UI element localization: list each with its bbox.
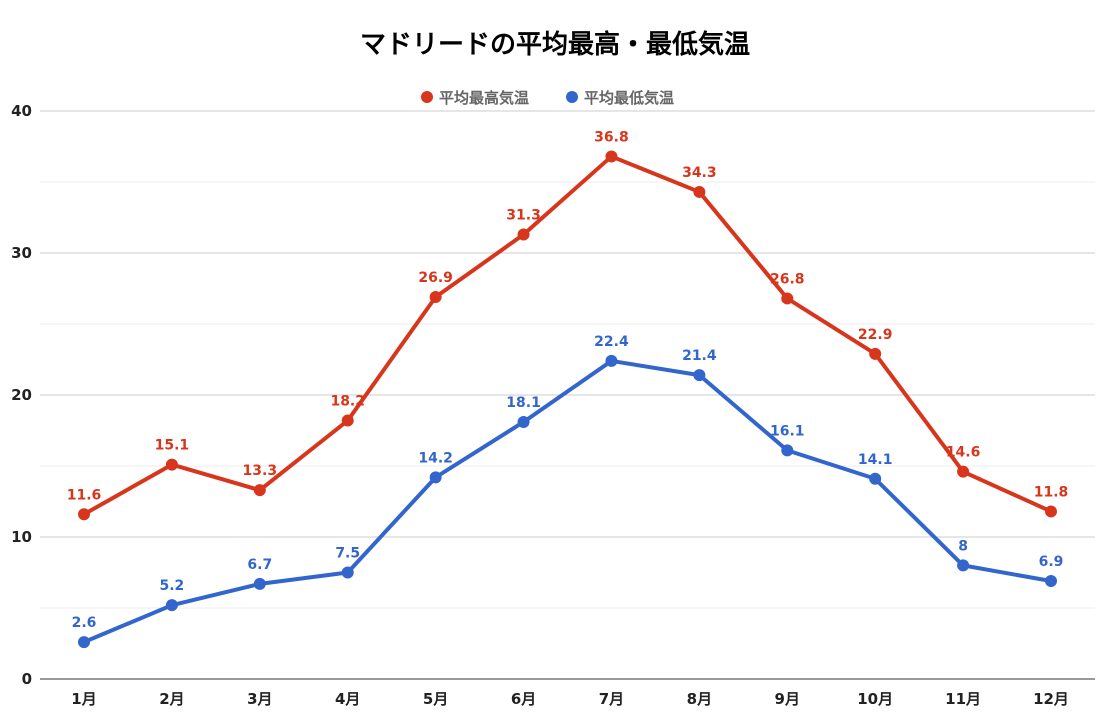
legend: 平均最高気温 平均最低気温 bbox=[421, 89, 674, 107]
data-label: 34.3 bbox=[682, 165, 717, 181]
x-tick-label: 2月 bbox=[159, 690, 184, 708]
series-group: 11.6 15.1 13.3 18.2 26.9 31.3 36.8 34.3 26.8 22.9… bbox=[67, 129, 1069, 649]
data-label: 6.7 bbox=[247, 557, 272, 573]
data-point bbox=[869, 472, 882, 485]
data-label: 26.9 bbox=[418, 270, 453, 286]
data-label: 22.4 bbox=[594, 334, 629, 350]
y-tick-label: 0 bbox=[22, 670, 32, 688]
data-label: 11.6 bbox=[67, 487, 102, 503]
data-point bbox=[78, 636, 90, 649]
x-tick-label: 3月 bbox=[247, 690, 272, 708]
data-label: 36.8 bbox=[594, 129, 629, 145]
data-point bbox=[341, 566, 354, 579]
data-point bbox=[693, 369, 706, 382]
data-label: 2.6 bbox=[72, 615, 97, 631]
legend-marker-low bbox=[566, 91, 578, 103]
data-label: 14.6 bbox=[946, 445, 981, 461]
data-point bbox=[165, 458, 178, 471]
x-tick-label: 10月 bbox=[857, 690, 893, 708]
chart-title: マドリードの平均最高・最低気温 bbox=[360, 29, 750, 60]
data-point bbox=[78, 508, 90, 521]
data-label: 5.2 bbox=[160, 578, 185, 594]
x-tick-label: 4月 bbox=[335, 690, 360, 708]
data-label: 31.3 bbox=[506, 208, 541, 224]
data-point bbox=[605, 150, 618, 163]
data-point bbox=[429, 471, 442, 484]
legend-marker-high bbox=[421, 91, 433, 103]
data-point bbox=[693, 185, 706, 198]
x-tick-label: 8月 bbox=[687, 690, 712, 708]
data-point bbox=[781, 292, 794, 305]
data-point bbox=[165, 599, 178, 612]
data-point bbox=[1045, 505, 1057, 518]
y-tick-label: 30 bbox=[11, 244, 32, 262]
data-label: 18.1 bbox=[506, 395, 541, 411]
data-label: 15.1 bbox=[155, 438, 190, 454]
data-point bbox=[957, 559, 970, 572]
data-point bbox=[605, 354, 618, 367]
data-label: 7.5 bbox=[335, 546, 360, 562]
data-point bbox=[957, 465, 970, 478]
series-line bbox=[83, 154, 1052, 517]
series-line bbox=[83, 358, 1052, 644]
axes: 0 10 20 30 40 1月 2月 3月 4月 5月 6月 7月 8月 9月 10月 11月 12月 bbox=[11, 102, 1069, 708]
data-point bbox=[341, 414, 354, 427]
data-point bbox=[517, 415, 530, 428]
data-point bbox=[1045, 575, 1057, 588]
data-label: 16.1 bbox=[770, 423, 805, 439]
data-label: 8 bbox=[958, 538, 968, 554]
data-label: 13.3 bbox=[243, 463, 278, 479]
data-label: 21.4 bbox=[682, 348, 717, 364]
data-point bbox=[869, 347, 882, 360]
x-tick-label: 9月 bbox=[775, 690, 800, 708]
x-tick-label: 6月 bbox=[511, 690, 536, 708]
y-tick-label: 10 bbox=[11, 528, 32, 546]
x-tick-label: 11月 bbox=[945, 690, 981, 708]
data-point bbox=[517, 228, 530, 241]
data-label: 6.9 bbox=[1039, 554, 1064, 570]
series-low: 2.6 5.2 6.7 7.5 14.2 18.1 22.4 21.4 16.1 14.1 8 6.9 bbox=[72, 334, 1064, 649]
y-tick-label: 20 bbox=[11, 386, 32, 404]
legend-label-high: 平均最高気温 bbox=[439, 89, 529, 107]
x-tick-label: 1月 bbox=[71, 690, 96, 708]
data-label: 18.2 bbox=[330, 394, 365, 410]
x-tick-label: 12月 bbox=[1033, 690, 1069, 708]
legend-label-low: 平均最低気温 bbox=[584, 89, 674, 107]
x-tick-label: 7月 bbox=[599, 690, 624, 708]
data-point bbox=[429, 291, 442, 304]
data-point bbox=[781, 444, 794, 457]
data-label: 22.9 bbox=[858, 327, 893, 343]
series-high: 11.6 15.1 13.3 18.2 26.9 31.3 36.8 34.3 26.8 22.9… bbox=[67, 129, 1069, 521]
data-label: 14.1 bbox=[858, 452, 893, 468]
y-tick-label: 40 bbox=[11, 102, 32, 120]
x-tick-label: 5月 bbox=[423, 690, 448, 708]
data-label: 26.8 bbox=[770, 271, 805, 287]
data-point bbox=[253, 577, 266, 590]
data-point bbox=[253, 484, 266, 497]
data-label: 11.8 bbox=[1034, 484, 1069, 500]
gridlines bbox=[40, 110, 1095, 680]
data-label: 14.2 bbox=[418, 450, 453, 466]
